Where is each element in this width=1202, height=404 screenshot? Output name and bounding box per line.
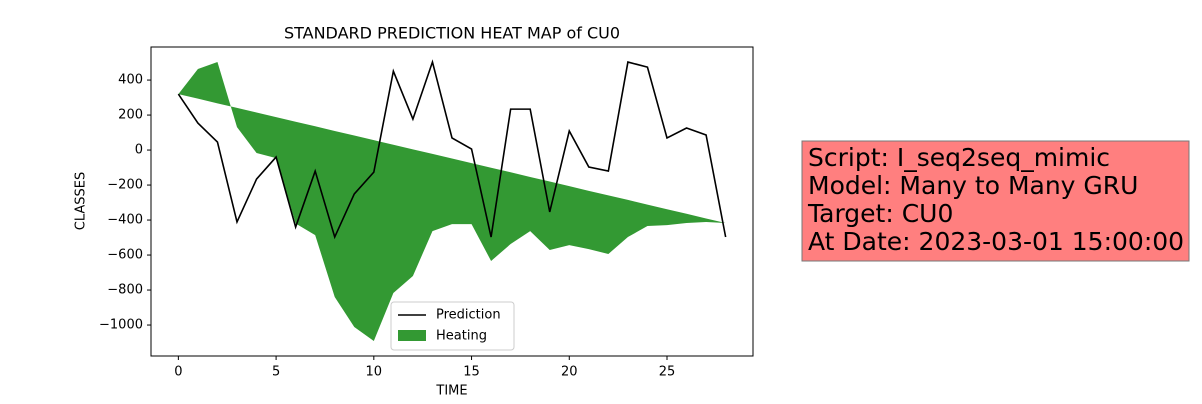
legend-label: Prediction <box>436 308 501 323</box>
annotation-line: Script: I_seq2seq_mimic <box>808 143 1110 172</box>
x-tick-label: 15 <box>463 365 480 380</box>
annotation-line: Model: Many to Many GRU <box>808 171 1138 200</box>
legend-swatch <box>398 330 426 341</box>
x-tick-label: 0 <box>174 365 182 380</box>
prediction-line <box>177 59 727 240</box>
x-axis-label: TIME <box>435 384 467 399</box>
annotation-box <box>801 140 1190 262</box>
y-tick-label: 0 <box>135 143 143 158</box>
y-tick-label: −600 <box>107 248 143 263</box>
plot-frame <box>150 46 754 357</box>
y-tick-label: 400 <box>118 73 143 88</box>
x-tick-label: 5 <box>272 365 280 380</box>
legend-label: Heating <box>436 329 487 344</box>
annotation-line: Target: CU0 <box>807 199 953 228</box>
y-axis-label: CLASSES <box>74 172 89 230</box>
chart-title: STANDARD PREDICTION HEAT MAP of CU0 <box>284 24 620 43</box>
heating-area <box>178 62 726 341</box>
annotation-line: At Date: 2023-03-01 15:00:00 <box>808 227 1184 256</box>
x-tick-label: 10 <box>366 365 383 380</box>
y-tick-label: −200 <box>107 178 143 193</box>
x-tick-label: 20 <box>561 365 578 380</box>
y-tick-label: 200 <box>118 108 143 123</box>
x-tick-label: 25 <box>659 365 676 380</box>
y-tick-label: −1000 <box>99 318 143 333</box>
y-tick-label: −800 <box>107 283 143 298</box>
y-tick-label: −400 <box>107 213 143 228</box>
